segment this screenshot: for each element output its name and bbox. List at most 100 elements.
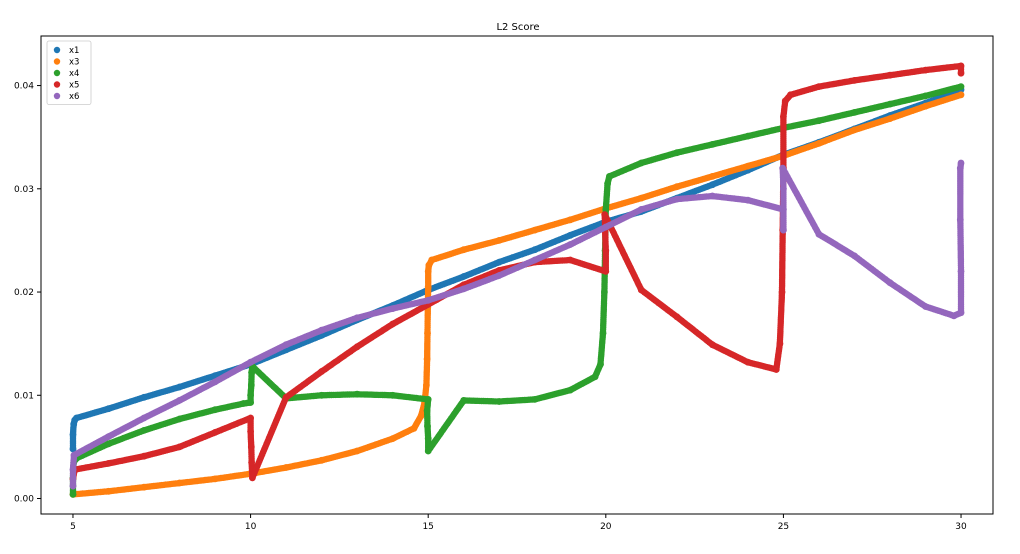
data-point-x5-14 xyxy=(389,320,397,328)
data-point-x4-26 xyxy=(566,386,574,394)
data-point-x6-19 xyxy=(673,195,681,203)
data-point-x5-6 xyxy=(247,414,255,422)
legend-marker-x1 xyxy=(53,46,61,54)
data-point-x3-13 xyxy=(423,381,430,389)
data-point-x3-28 xyxy=(709,173,716,180)
data-point-x5-5 xyxy=(211,429,219,436)
data-point-x6-10 xyxy=(353,314,361,322)
data-point-x5-25 xyxy=(673,313,681,321)
data-point-x3-6 xyxy=(282,464,290,471)
data-point-x3-33 xyxy=(886,115,894,122)
data-point-x5-12 xyxy=(318,368,325,375)
x-tick-label: 25 xyxy=(778,522,789,532)
legend-label-x4: x4 xyxy=(69,69,79,79)
data-point-x4-18 xyxy=(424,396,432,403)
data-point-x3-8 xyxy=(353,447,361,455)
legend-label-x6: x6 xyxy=(69,92,79,102)
data-point-x6-35 xyxy=(957,159,965,167)
data-point-x5-33 xyxy=(780,113,787,120)
x-tick-label: 20 xyxy=(600,522,612,532)
data-point-x4-34 xyxy=(606,173,613,180)
y-tick-label: 0.01 xyxy=(14,391,34,401)
data-point-x4-23 xyxy=(460,397,468,404)
data-point-x6-9 xyxy=(318,326,325,334)
data-point-x5-3 xyxy=(140,452,148,460)
data-point-x5-37 xyxy=(851,77,858,84)
data-point-x5-9 xyxy=(248,459,256,466)
data-point-x1-6 xyxy=(140,393,148,401)
data-point-x3-34 xyxy=(922,102,929,110)
data-point-x6-29 xyxy=(922,303,929,310)
data-point-x4-35 xyxy=(637,159,645,167)
data-point-x3-19 xyxy=(425,261,433,269)
data-point-x3-27 xyxy=(673,183,681,191)
data-point-x3-7 xyxy=(318,456,325,464)
data-point-x3-2 xyxy=(140,483,148,491)
data-point-x6-1 xyxy=(69,466,77,473)
data-point-x5-28 xyxy=(772,366,780,373)
data-point-x5-26 xyxy=(709,341,716,349)
data-point-x3-4 xyxy=(211,475,219,483)
data-point-x6-33 xyxy=(956,216,964,224)
data-point-x6-26 xyxy=(815,230,823,238)
data-point-x6-25 xyxy=(779,164,787,172)
series-x3 xyxy=(69,91,965,498)
chart-title: L2 Score xyxy=(496,22,539,33)
data-point-x6-11 xyxy=(389,305,397,312)
data-point-x6-7 xyxy=(247,358,255,366)
data-point-x5-19 xyxy=(566,256,574,264)
data-point-x5-41 xyxy=(957,69,965,77)
data-point-x4-15 xyxy=(318,391,325,399)
data-point-x3-17 xyxy=(424,283,432,291)
data-point-x5-39 xyxy=(922,66,929,74)
data-point-x5-35 xyxy=(787,91,794,99)
data-point-x5-20 xyxy=(602,268,610,275)
data-point-x6-20 xyxy=(709,192,716,200)
data-point-x4-6 xyxy=(176,415,183,423)
data-point-x5-23 xyxy=(601,211,609,219)
data-point-x6-15 xyxy=(531,256,539,264)
data-point-x4-41 xyxy=(851,109,858,116)
legend-marker-x5 xyxy=(53,81,61,88)
data-point-x6-16 xyxy=(566,241,574,248)
data-point-x1-1 xyxy=(69,431,77,438)
data-point-x6-32 xyxy=(957,268,965,275)
y-tick-label: 0.02 xyxy=(14,288,34,298)
data-point-x3-31 xyxy=(815,140,823,147)
data-point-x3-1 xyxy=(105,487,112,495)
data-point-x3-3 xyxy=(176,479,183,487)
data-point-x5-2 xyxy=(105,460,112,467)
data-point-x6-2 xyxy=(70,451,78,459)
data-point-x4-42 xyxy=(886,100,894,108)
y-tick-label: 0.04 xyxy=(14,82,34,92)
data-point-x6-21 xyxy=(744,196,752,204)
data-point-x3-32 xyxy=(851,126,858,134)
data-point-x5-40 xyxy=(957,62,965,70)
data-point-x4-21 xyxy=(424,435,432,442)
x-tick-label: 5 xyxy=(70,522,76,532)
data-point-x1-5 xyxy=(105,405,112,413)
data-point-x6-12 xyxy=(424,296,432,304)
data-point-x6-22 xyxy=(780,206,787,213)
x-tick-label: 10 xyxy=(245,522,257,532)
data-point-x4-25 xyxy=(531,396,539,403)
data-point-x4-28 xyxy=(597,360,604,368)
data-point-x5-24 xyxy=(637,286,645,294)
data-point-x4-32 xyxy=(602,206,610,213)
series-x5 xyxy=(69,62,965,483)
data-point-x6-6 xyxy=(211,378,219,386)
data-point-x3-15 xyxy=(424,329,431,337)
data-point-x6-14 xyxy=(495,272,503,279)
data-point-x3-35 xyxy=(957,91,965,99)
data-point-x3-14 xyxy=(423,355,431,363)
data-point-x4-20 xyxy=(424,422,431,430)
data-point-x4-17 xyxy=(389,391,397,399)
legend-label-x3: x3 xyxy=(69,58,79,68)
data-point-x5-21 xyxy=(602,247,610,255)
data-point-x5-10 xyxy=(249,474,256,482)
data-point-x5-29 xyxy=(776,340,784,348)
data-point-x6-31 xyxy=(957,309,965,317)
data-point-x4-16 xyxy=(353,390,361,398)
data-point-x5-7 xyxy=(247,428,255,435)
